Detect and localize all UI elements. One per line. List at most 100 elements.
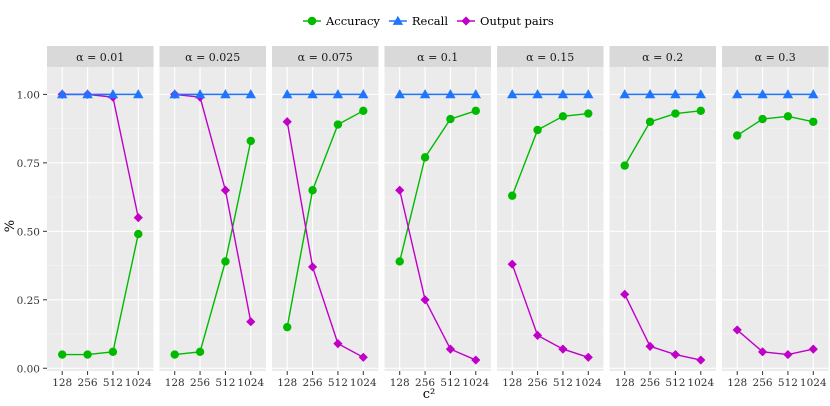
data-point-accuracy — [134, 229, 143, 239]
y-tick-label: 0.25 — [17, 295, 40, 307]
x-tick-label: 1024 — [350, 377, 377, 389]
data-point-recall — [245, 89, 256, 99]
series-accuracy — [395, 106, 480, 266]
data-point-output-pairs — [358, 352, 368, 362]
data-point-output-pairs — [395, 185, 405, 195]
data-point-output-pairs — [732, 325, 742, 335]
data-point-recall — [808, 89, 819, 99]
legend-key-marker — [307, 16, 317, 26]
data-point-recall — [220, 89, 231, 99]
x-tick-label: 1024 — [687, 377, 714, 389]
facet-panel-1: α = 0.01 128 256 512 1024 — [47, 46, 154, 389]
data-point-output-pairs — [532, 330, 543, 340]
data-point-recall — [282, 89, 293, 99]
data-point-accuracy — [620, 161, 629, 170]
data-point-output-pairs — [783, 349, 793, 360]
panel-background — [722, 67, 829, 371]
series-line-output-pairs — [736, 329, 814, 356]
facet-strip-label: α = 0.15 — [526, 51, 574, 64]
series-recall — [732, 89, 819, 99]
series-output-pairs — [507, 259, 593, 362]
data-point-accuracy — [671, 109, 680, 118]
x-tick-label: 256 — [190, 377, 210, 389]
facet-strip-label: α = 0.1 — [417, 51, 458, 64]
y-axis: 0.00 0.25 0.50 0.75 1.00 — [17, 89, 47, 375]
facet-strip — [159, 46, 266, 67]
data-point-accuracy — [783, 112, 793, 121]
series-recall — [282, 89, 369, 99]
x-tick-label: 256 — [303, 377, 323, 389]
data-point-accuracy — [359, 106, 368, 116]
x-tick-label: 1024 — [800, 377, 827, 389]
data-point-output-pairs — [282, 117, 292, 127]
x-tick-label: 1024 — [125, 377, 152, 389]
data-point-recall — [82, 89, 93, 99]
facet-strip — [272, 46, 379, 67]
series-accuracy — [620, 106, 705, 170]
data-point-accuracy — [195, 347, 205, 357]
series-output-pairs — [732, 325, 818, 360]
data-point-accuracy — [696, 106, 705, 116]
x-tick-label: 256 — [753, 377, 773, 389]
data-point-recall — [644, 89, 656, 99]
series-recall — [169, 89, 256, 99]
facet-strip — [47, 46, 154, 67]
series-line-accuracy — [174, 140, 252, 356]
data-point-accuracy — [283, 322, 292, 332]
x-tick-label: 128 — [727, 377, 747, 389]
series-line-accuracy — [511, 112, 589, 196]
data-point-accuracy — [83, 350, 92, 359]
x-tick-label: 256 — [78, 377, 98, 389]
facet-strip — [497, 46, 604, 67]
series-accuracy — [283, 106, 368, 332]
facet-strip-label: α = 0.3 — [755, 51, 796, 64]
data-point-recall — [332, 89, 344, 99]
data-point-recall — [782, 89, 794, 99]
data-point-recall — [194, 89, 206, 99]
series-line-output-pairs — [624, 294, 701, 361]
y-tick-label: 0.00 — [17, 363, 40, 375]
data-point-recall — [394, 89, 405, 99]
series-recall — [507, 89, 594, 99]
data-point-recall — [670, 89, 681, 99]
series-line-output-pairs — [286, 121, 364, 358]
legend-label: Accuracy — [325, 14, 380, 28]
data-point-accuracy — [246, 136, 255, 146]
y-tick-label: 1.00 — [17, 89, 40, 101]
data-point-accuracy — [170, 350, 179, 359]
series-line-accuracy — [399, 110, 477, 262]
x-tick-label: 1024 — [462, 377, 489, 389]
data-point-output-pairs — [670, 349, 681, 360]
data-point-accuracy — [533, 125, 542, 135]
x-tick-label: 256 — [640, 377, 660, 389]
data-point-recall — [445, 89, 456, 99]
data-point-accuracy — [584, 109, 593, 118]
x-tick-label: 512 — [440, 377, 460, 389]
data-point-accuracy — [733, 131, 742, 140]
data-point-recall — [557, 89, 569, 99]
data-point-output-pairs — [307, 262, 318, 272]
y-axis-title: % — [3, 220, 18, 232]
panel-background — [497, 67, 604, 371]
facet-panel-6: α = 0.2 128 256 512 1024 — [609, 46, 716, 389]
y-tick-label: 0.50 — [17, 226, 40, 238]
x-tick-label: 512 — [553, 377, 573, 389]
data-point-output-pairs — [333, 339, 343, 349]
series-recall — [57, 89, 144, 99]
data-point-recall — [107, 89, 119, 99]
data-point-recall — [532, 89, 543, 99]
data-point-accuracy — [221, 257, 230, 266]
data-point-output-pairs — [757, 347, 768, 357]
x-tick-label: 512 — [328, 377, 348, 389]
series-recall — [619, 89, 706, 99]
data-point-output-pairs — [445, 344, 456, 354]
data-point-accuracy — [471, 106, 480, 116]
data-point-accuracy — [446, 114, 455, 124]
data-point-accuracy — [108, 347, 118, 357]
x-tick-label: 256 — [415, 377, 435, 389]
data-point-output-pairs — [133, 213, 143, 223]
panel-background — [272, 67, 379, 371]
legend-label: Recall — [412, 14, 448, 28]
